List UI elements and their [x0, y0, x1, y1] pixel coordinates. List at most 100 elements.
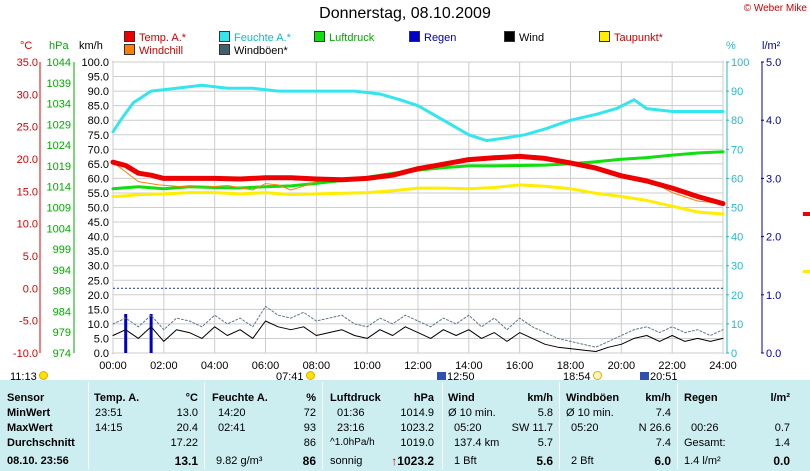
wind-tick-label: 35.0 — [88, 246, 109, 258]
wind-tick-label: 85.0 — [88, 101, 109, 113]
rain-total: 1.4 — [774, 437, 790, 449]
pressure-tick-label: 1009 — [47, 203, 71, 215]
temp-min-time: 23:51 — [95, 407, 123, 419]
temp-tick-label: -5.0 — [19, 316, 38, 328]
x-tick-label: 04:00 — [201, 360, 229, 372]
humidity-max-time: 02:41 — [218, 422, 246, 434]
legend-swatch — [219, 44, 230, 55]
pressure-tick-label: 979 — [53, 327, 71, 339]
wind-tick-label: 30.0 — [88, 261, 109, 273]
gust-unit: km/h — [645, 392, 671, 404]
temp-max: 20.4 — [176, 422, 198, 434]
wind-tick-label: 95.0 — [88, 72, 109, 84]
legend-wind: Wind — [504, 31, 544, 44]
pressure-trend-arrow: ↑ — [391, 454, 398, 468]
stats-humidity: Feuchte A. % 14:20 72 02:41 93 86 9.82 g… — [206, 380, 322, 471]
wind-tick-label: 45.0 — [88, 217, 109, 229]
brand-label: © Weber Mike — [743, 3, 807, 14]
pressure-header: Luftdruck — [330, 392, 381, 404]
weather-chart: 00:00 02:00 04:00 06:00 08:00 10:00 12:00 14:00… — [13, 57, 810, 372]
legend-label: Windchill — [139, 45, 184, 57]
humidity-absolute: 9.82 g/m³ — [216, 455, 263, 467]
temp-tick-label: 30.0 — [17, 89, 38, 101]
x-tick-label: 22:00 — [658, 360, 686, 372]
wind-tick-label: 75.0 — [88, 130, 109, 142]
temp-avg: 17.22 — [170, 437, 198, 449]
wind-unit: km/h — [527, 392, 553, 404]
temp-tick-label: 15.0 — [17, 186, 38, 198]
wind-max-time: 05:20 — [454, 422, 482, 434]
temp-unit: °C — [185, 392, 198, 404]
humidity-tick-label: 10 — [731, 319, 743, 331]
wind-avg: 5.7 — [537, 437, 553, 449]
humidity-min-time: 14:20 — [218, 407, 246, 419]
humidity-tick-label: 80 — [731, 115, 743, 127]
gust-avg-label: Ø 10 min. — [566, 407, 614, 419]
pressure-tick-label: 1004 — [47, 223, 71, 235]
legend-swatch — [124, 31, 135, 42]
legend-pressure: Luftdruck — [314, 31, 374, 44]
legend-label: Windböen* — [234, 45, 288, 57]
pressure-tick-label: 1019 — [47, 161, 71, 173]
sun-icon — [38, 371, 48, 380]
pressure-max-time: 23:16 — [337, 422, 365, 434]
x-tick-label: 24:00 — [709, 360, 737, 372]
rain-max: 0.7 — [774, 422, 790, 434]
stats-rain: Regen l/m² 00:26 0.7 Gesamt: 1.4 1.4 l/m… — [679, 380, 794, 471]
pressure-tick-label: 1044 — [47, 57, 71, 69]
x-tick-label: 12:00 — [404, 360, 432, 372]
series-line — [112, 320, 724, 352]
x-tick-label: 06:00 — [252, 360, 280, 372]
wind-tick-label: 50.0 — [88, 203, 109, 215]
legend-temp: Temp. A.* — [124, 31, 186, 44]
x-tick-label: 14:00 — [455, 360, 483, 372]
rain-tick-label: 1.0 — [766, 290, 781, 302]
humidity-header: Feuchte A. — [212, 392, 268, 404]
gust-max-time: 05:20 — [571, 422, 599, 434]
temp-tick-label: 25.0 — [17, 122, 38, 134]
wind-tick-label: 60.0 — [88, 173, 109, 185]
x-tick-label: 16:00 — [506, 360, 534, 372]
wind-tick-label: 65.0 — [88, 159, 109, 171]
temp-min: 13.0 — [176, 407, 198, 419]
divider — [88, 382, 89, 469]
row-max-label: MaxWert — [7, 422, 53, 434]
humidity-tick-label: 0 — [731, 348, 737, 360]
humidity-current: 86 — [302, 454, 316, 468]
divider — [322, 382, 323, 469]
stats-panel: Sensor MinWert MaxWert Durchschnitt 08.1… — [0, 380, 810, 471]
legend-label: Taupunkt* — [614, 32, 663, 44]
stats-pressure: Luftdruck hPa 01:36 1014.9 23:16 1023.2 … — [324, 380, 442, 471]
wind-max-dir: SW 11.7 — [511, 422, 553, 434]
legend-label: Feuchte A.* — [234, 32, 291, 44]
series-line — [110, 153, 726, 207]
temp-current: 13.1 — [174, 454, 198, 468]
sunrise-icon — [305, 371, 315, 380]
legend-swatch — [314, 31, 325, 42]
gust-avg10: 7.4 — [655, 407, 671, 419]
edge-swatch — [803, 270, 810, 273]
stats-wind: Wind km/h Ø 10 min. 5.8 05:20 SW 11.7 13… — [444, 380, 559, 471]
legend-humidity: Feuchte A.* — [219, 31, 291, 44]
wind-tick-label: 5.0 — [94, 333, 109, 345]
pressure-avg: 1019.0 — [400, 437, 434, 449]
pressure-max: 1023.2 — [400, 422, 434, 434]
stats-sensor: Sensor MinWert MaxWert Durchschnitt 08.1… — [0, 380, 90, 471]
temp-tick-label: 20.0 — [17, 154, 38, 166]
humidity-min: 72 — [303, 407, 316, 419]
moonrise-icon — [640, 372, 649, 381]
legend-swatch — [504, 31, 515, 42]
legend-dewpoint: Taupunkt* — [599, 31, 663, 44]
pressure-tick-label: 974 — [53, 348, 71, 360]
rain-tick-label: 3.0 — [766, 173, 781, 185]
rain-total-label: Gesamt: — [684, 437, 726, 449]
rain-tick-label: 0.0 — [766, 348, 781, 360]
gust-current: 6.0 — [654, 454, 671, 468]
rain-rate: 1.4 l/m² — [684, 455, 721, 467]
legend-label: Temp. A.* — [139, 32, 187, 44]
pressure-tick-label: 999 — [53, 244, 71, 256]
pressure-min-time: 01:36 — [337, 407, 365, 419]
series-line — [111, 183, 725, 216]
humidity-tick-label: 50 — [731, 203, 743, 215]
pressure-tick-label: 994 — [53, 265, 71, 277]
